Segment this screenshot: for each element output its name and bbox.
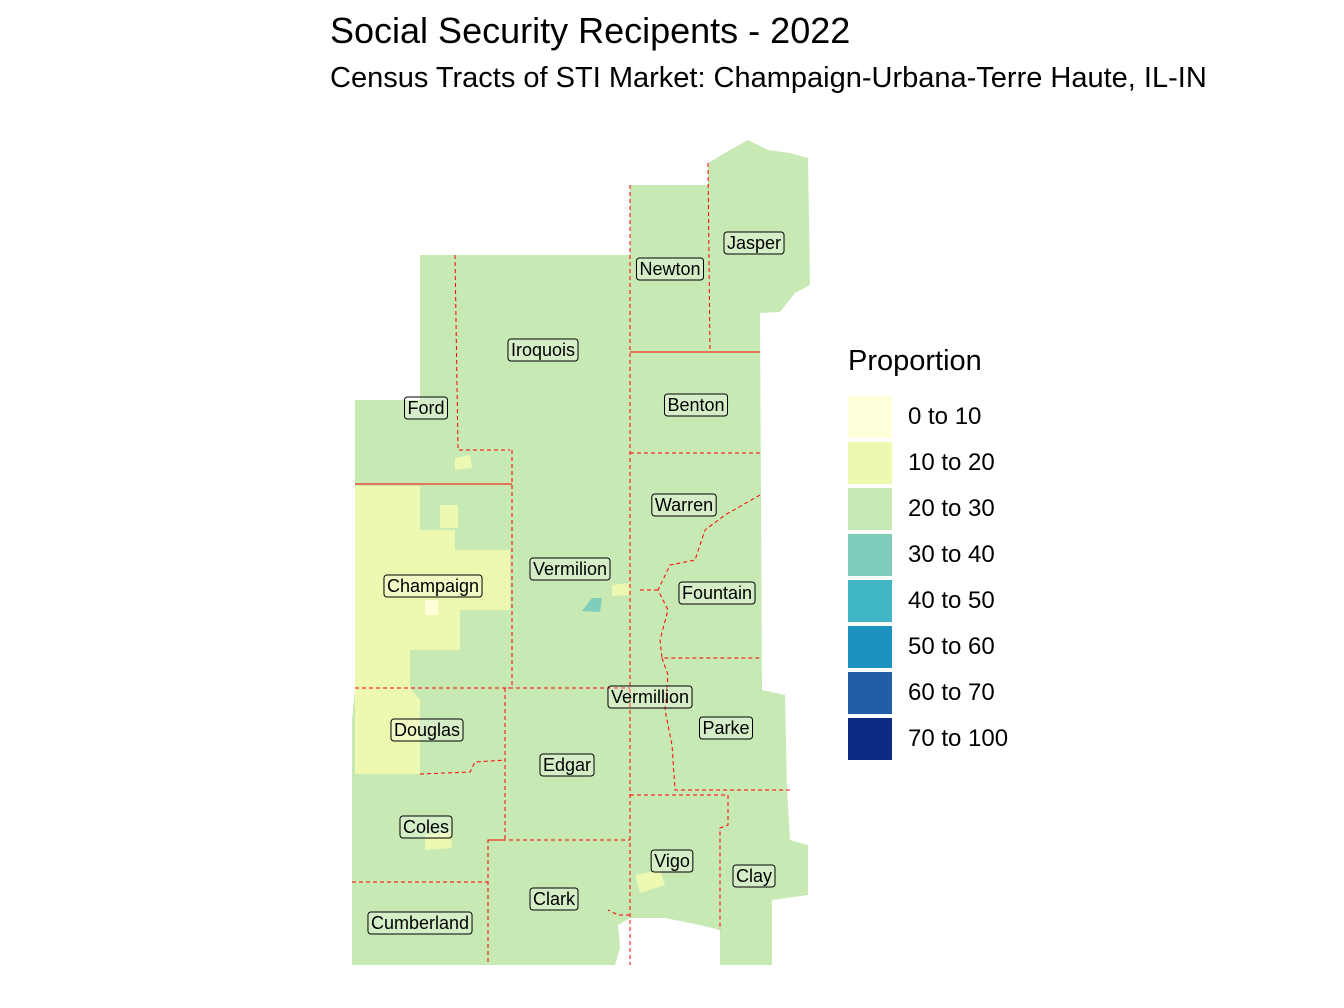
county-label-text: Vermillion: [611, 687, 689, 707]
county-label-box: [383, 574, 483, 598]
county-label-benton: Benton: [663, 393, 729, 417]
county-boundaries: [352, 162, 790, 965]
county-label-jasper: Jasper: [723, 231, 785, 255]
tract-vigo-city: [635, 870, 665, 893]
county-label-vermilion: Vermilion: [529, 557, 611, 581]
county-label-text: Champaign: [387, 576, 479, 596]
legend-title: Proportion: [848, 345, 982, 377]
county-label-box: [678, 581, 756, 605]
tract-coles-city: [425, 832, 452, 850]
tract-vermilion-high: [582, 598, 602, 612]
legend-label: 10 to 20: [908, 449, 995, 476]
county-label-text: Parke: [702, 718, 749, 738]
county-label-text: Fountain: [682, 583, 752, 603]
legend-row: 40 to 50: [848, 578, 1008, 624]
tract-ford-north: [455, 455, 472, 470]
county-label-box: [529, 887, 579, 911]
tract-champaign-urban: [355, 486, 420, 688]
county-label-text: Vermilion: [533, 559, 607, 579]
legend-swatch: [848, 672, 892, 714]
county-label-iroquois: Iroquois: [507, 338, 579, 362]
county-label-text: Warren: [655, 495, 713, 515]
legend-label: 50 to 60: [908, 633, 995, 660]
county-label-edgar: Edgar: [539, 753, 595, 777]
county-label-box: [507, 338, 579, 362]
tract-champaign-city: [420, 530, 510, 650]
county-label-coles: Coles: [399, 815, 453, 839]
county-label-text: Coles: [403, 817, 449, 837]
county-label-box: [399, 815, 453, 839]
county-label-text: Ford: [407, 398, 444, 418]
county-label-vigo: Vigo: [650, 849, 694, 873]
county-label-box: [698, 716, 754, 740]
county-label-box: [732, 864, 776, 888]
county-label-text: Vigo: [654, 851, 690, 871]
map-subtitle: Census Tracts of STI Market: Champaign-U…: [330, 62, 1207, 94]
county-label-box: [403, 396, 449, 420]
county-label-text: Iroquois: [511, 340, 575, 360]
legend-row: 0 to 10: [848, 394, 1008, 440]
county-label-text: Clark: [533, 889, 576, 909]
county-label-text: Benton: [667, 395, 724, 415]
county-label-douglas: Douglas: [390, 718, 464, 742]
legend-label: 70 to 100: [908, 725, 1009, 752]
county-label-fountain: Fountain: [678, 581, 756, 605]
legend-items: 0 to 10 10 to 20 20 to 30 30 to 40 40 to 50 5…: [848, 394, 1008, 762]
legend-label: 30 to 40: [908, 541, 995, 568]
legend-swatch: [848, 580, 892, 622]
legend-label: 40 to 50: [908, 587, 995, 614]
county-labels: Jasper Newton Iroquois Ford Benton Warren Verm…: [367, 231, 785, 935]
county-label-text: Douglas: [394, 720, 460, 740]
legend-swatch: [848, 718, 892, 760]
legend-label: 60 to 70: [908, 679, 995, 706]
county-label-clay: Clay: [732, 864, 776, 888]
legend-row: 30 to 40: [848, 532, 1008, 578]
legend-swatch: [848, 534, 892, 576]
legend-row: 70 to 100: [848, 716, 1008, 762]
county-label-clark: Clark: [529, 887, 579, 911]
low-proportion-tracts: [355, 455, 665, 893]
tract-douglas: [355, 688, 420, 774]
county-label-text: Jasper: [727, 233, 781, 253]
legend-swatch: [848, 488, 892, 530]
legend-swatch: [848, 626, 892, 668]
county-label-newton: Newton: [635, 257, 705, 281]
market-region: [352, 140, 810, 965]
county-label-vermillion: Vermillion: [607, 685, 693, 709]
county-label-parke: Parke: [698, 716, 754, 740]
county-label-box: [390, 718, 464, 742]
county-label-box: [723, 231, 785, 255]
county-label-box: [663, 393, 729, 417]
county-label-box: [635, 257, 705, 281]
county-label-text: Edgar: [543, 755, 591, 775]
county-label-box: [607, 685, 693, 709]
legend-row: 60 to 70: [848, 670, 1008, 716]
county-label-warren: Warren: [651, 493, 717, 517]
legend-row: 10 to 20: [848, 440, 1008, 486]
tract-danville: [612, 583, 630, 596]
county-label-text: Newton: [639, 259, 700, 279]
county-label-box: [650, 849, 694, 873]
county-label-champaign: Champaign: [383, 574, 483, 598]
legend: Proportion 0 to 10 10 to 20 20 to 30 30 to …: [848, 345, 1008, 762]
legend-label: 0 to 10: [908, 403, 982, 430]
county-label-ford: Ford: [403, 396, 449, 420]
county-label-box: [539, 753, 595, 777]
legend-swatch: [848, 442, 892, 484]
county-label-box: [651, 493, 717, 517]
legend-row: 50 to 60: [848, 624, 1008, 670]
county-label-text: Cumberland: [371, 913, 469, 933]
legend-swatch: [848, 396, 892, 438]
county-label-box: [367, 911, 473, 935]
county-label-cumberland: Cumberland: [367, 911, 473, 935]
map-title: Social Security Recipents - 2022: [330, 10, 851, 51]
legend-row: 20 to 30: [848, 486, 1008, 532]
tract-champaign-small: [425, 600, 438, 615]
county-label-box: [529, 557, 611, 581]
county-label-text: Clay: [736, 866, 772, 886]
tract-rantoul: [440, 505, 458, 528]
legend-label: 20 to 30: [908, 495, 995, 522]
